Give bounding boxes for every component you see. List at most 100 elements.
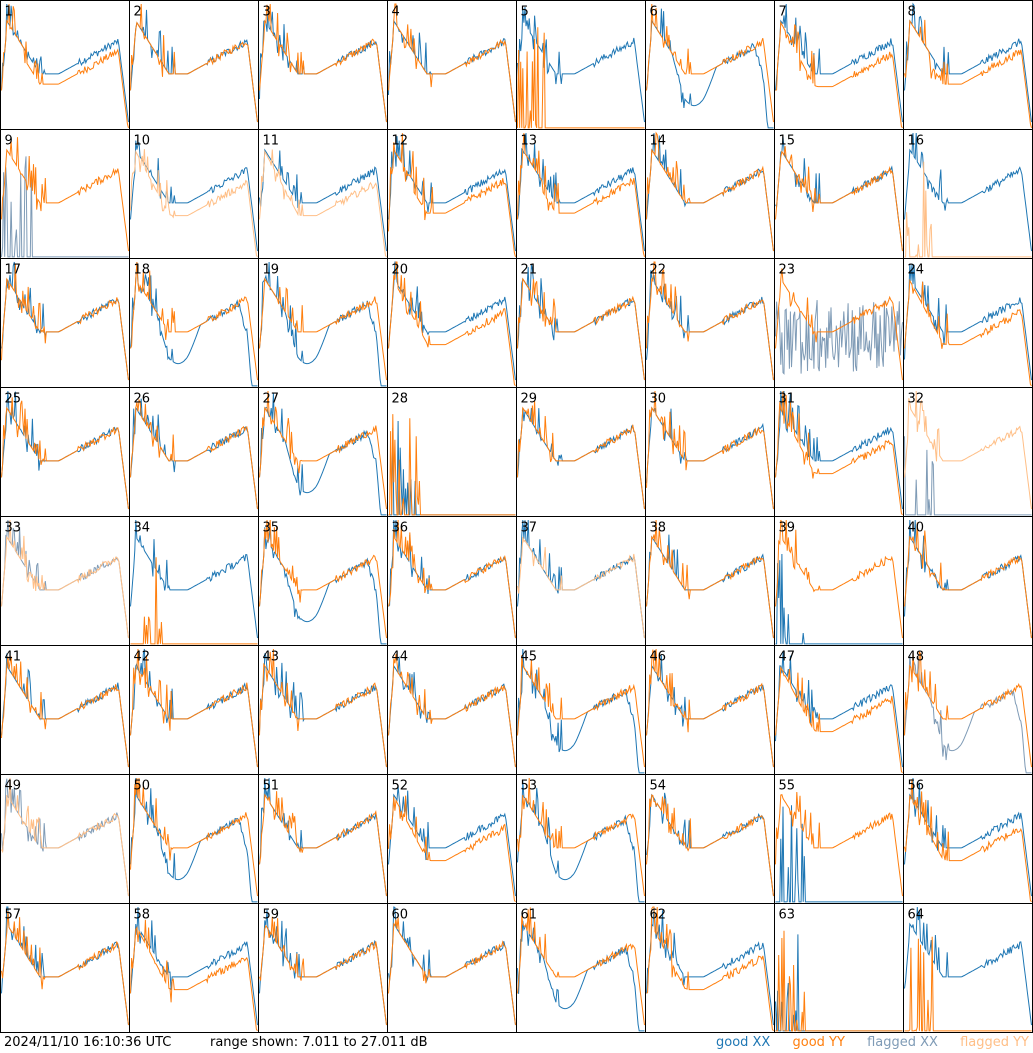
tile-frame (258, 258, 388, 388)
tile-50: 50 (129, 774, 259, 904)
tile-frame (516, 645, 646, 775)
series-yy-tile-4 (388, 3, 516, 123)
series-yy-tile-33 (1, 519, 129, 639)
tile-35: 35 (258, 516, 388, 646)
tile-label: 9 (5, 134, 13, 149)
tile-frame (129, 516, 259, 646)
tile-54: 54 (645, 774, 775, 904)
series-yy-tile-39 (775, 519, 903, 639)
series-yy-tile-28 (388, 414, 516, 516)
range-text: range shown: 7.011 to 27.011 dB (210, 1035, 428, 1050)
tile-label: 21 (521, 263, 538, 278)
series-xx-tile-12 (388, 136, 516, 252)
series-xx-tile-34 (130, 519, 258, 639)
tile-label: 64 (908, 908, 925, 923)
tile-frame (387, 516, 517, 646)
tile-frame (774, 516, 904, 646)
tile-label: 15 (779, 134, 796, 149)
tile-11: 11 (258, 129, 388, 259)
tile-label: 24 (908, 263, 925, 278)
series-yy-tile-34 (130, 557, 258, 645)
tile-label: 43 (263, 650, 280, 665)
tile-label: 25 (5, 392, 22, 407)
tile-13: 13 (516, 129, 646, 259)
tile-label: 48 (908, 650, 925, 665)
series-yy-tile-2 (130, 3, 258, 123)
series-yy-tile-20 (388, 261, 516, 387)
tile-label: 13 (521, 134, 538, 149)
tile-38: 38 (645, 516, 775, 646)
series-yy-tile-43 (259, 648, 387, 768)
tile-label: 3 (263, 5, 271, 20)
tile-label: 14 (650, 134, 667, 149)
tile-53: 53 (516, 774, 646, 904)
series-xx-tile-9 (1, 156, 129, 258)
tile-label: 16 (908, 134, 925, 149)
tile-22: 22 (645, 258, 775, 388)
series-yy-tile-22 (646, 261, 774, 381)
tile-label: 44 (392, 650, 409, 665)
series-xx-tile-58 (130, 906, 258, 1026)
series-yy-tile-42 (130, 648, 258, 768)
series-yy-tile-6 (646, 3, 774, 123)
series-xx-tile-18 (130, 261, 258, 387)
tile-63: 63 (774, 903, 904, 1033)
series-yy-tile-21 (517, 277, 645, 381)
tile-46: 46 (645, 645, 775, 775)
series-yy-tile-27 (259, 390, 387, 510)
tile-frame (774, 0, 904, 130)
tile-frame (129, 129, 259, 259)
tile-frame (258, 516, 388, 646)
series-xx-tile-11 (259, 148, 387, 252)
tile-frame (903, 387, 1033, 517)
tile-frame (516, 903, 646, 1033)
tile-frame (258, 129, 388, 259)
series-yy-tile-23 (775, 268, 903, 381)
tile-frame (129, 645, 259, 775)
tile-56: 56 (903, 774, 1033, 904)
tile-17: 17 (0, 258, 130, 388)
series-yy-tile-56 (904, 779, 1032, 903)
tile-frame (258, 0, 388, 130)
tile-label: 40 (908, 521, 925, 536)
series-yy-tile-38 (646, 519, 774, 639)
series-yy-tile-10 (130, 149, 258, 258)
tile-label: 5 (521, 5, 529, 20)
series-yy-tile-32 (904, 390, 1032, 510)
series-yy-tile-12 (388, 133, 516, 258)
tile-18: 18 (129, 258, 259, 388)
tile-frame (645, 774, 775, 904)
tile-label: 6 (650, 5, 658, 20)
tile-frame (258, 645, 388, 775)
tile-label: 10 (134, 134, 151, 149)
tile-frame (258, 774, 388, 904)
series-yy-tile-26 (130, 398, 258, 510)
tile-34: 34 (129, 516, 259, 646)
tile-frame (129, 774, 259, 904)
series-yy-tile-13 (517, 132, 645, 258)
tile-frame (774, 645, 904, 775)
series-xx-tile-64 (904, 906, 1032, 1026)
tile-21: 21 (516, 258, 646, 388)
series-yy-tile-37 (517, 536, 645, 639)
tile-frame (645, 516, 775, 646)
tile-frame (258, 903, 388, 1033)
tile-frame (645, 387, 775, 517)
series-xx-tile-31 (775, 390, 903, 510)
tile-3: 3 (258, 0, 388, 130)
tile-frame (516, 516, 646, 646)
tile-62: 62 (645, 903, 775, 1033)
tile-40: 40 (903, 516, 1033, 646)
tile-label: 39 (779, 521, 796, 536)
series-yy-tile-48 (904, 650, 1032, 768)
series-yy-tile-24 (904, 278, 1032, 387)
tile-frame (387, 774, 517, 904)
tile-label: 54 (650, 779, 667, 794)
series-yy-tile-8 (904, 19, 1032, 129)
tile-57: 57 (0, 903, 130, 1033)
tile-19: 19 (258, 258, 388, 388)
tile-6: 6 (645, 0, 775, 130)
tile-frame (0, 0, 130, 130)
tile-12: 12 (387, 129, 517, 259)
